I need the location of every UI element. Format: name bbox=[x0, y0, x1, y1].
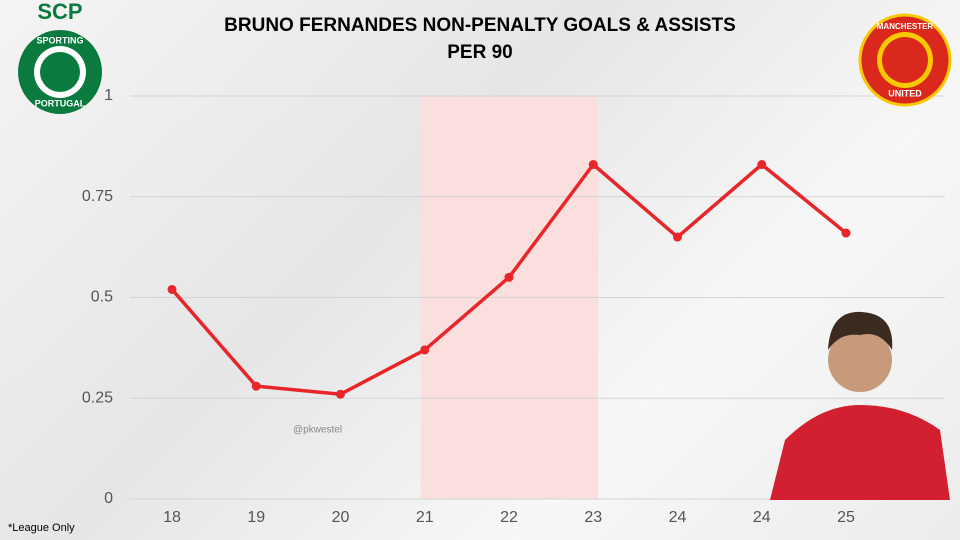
logo-text: UNITED bbox=[888, 88, 922, 98]
logo-text: MANCHESTER bbox=[877, 22, 934, 31]
x-tick-label: 23 bbox=[584, 509, 602, 526]
x-tick-label: 24 bbox=[669, 509, 687, 526]
logo-text: SCP bbox=[37, 0, 82, 24]
watermark: @pkwestel bbox=[293, 425, 342, 436]
right-logo: MANCHESTER UNITED bbox=[858, 13, 952, 107]
x-tick-label: 22 bbox=[500, 509, 518, 526]
x-tick-label: 19 bbox=[247, 509, 265, 526]
data-point bbox=[336, 389, 345, 399]
logo-text: PORTUGAL bbox=[35, 98, 86, 108]
data-point bbox=[420, 345, 430, 355]
data-point bbox=[673, 232, 682, 242]
logo-text: SPORTING bbox=[36, 35, 83, 45]
x-tick-label: 25 bbox=[837, 509, 855, 526]
y-tick-label: 1 bbox=[104, 87, 113, 104]
player-photo bbox=[770, 311, 950, 500]
data-point bbox=[588, 160, 598, 170]
data-point bbox=[167, 284, 177, 294]
data-point bbox=[251, 381, 261, 391]
data-point bbox=[841, 228, 851, 238]
y-tick-label: 0 bbox=[104, 490, 113, 507]
x-tick-label: 24 bbox=[753, 509, 771, 526]
data-point bbox=[757, 160, 767, 170]
x-tick-label: 18 bbox=[163, 509, 181, 526]
data-point bbox=[504, 272, 514, 282]
y-tick-label: 0.75 bbox=[82, 188, 113, 205]
x-tick-label: 20 bbox=[332, 509, 350, 526]
footnote: *League Only bbox=[8, 522, 75, 534]
chart-title: BRUNO FERNANDES NON-PENALTY GOALS & ASSI… bbox=[224, 15, 736, 63]
y-tick-label: 0.5 bbox=[91, 289, 113, 306]
y-tick-label: 0.25 bbox=[82, 389, 113, 406]
x-tick-label: 21 bbox=[416, 509, 434, 526]
left-logo: SCP SPORTING PORTUGAL bbox=[18, 0, 102, 114]
